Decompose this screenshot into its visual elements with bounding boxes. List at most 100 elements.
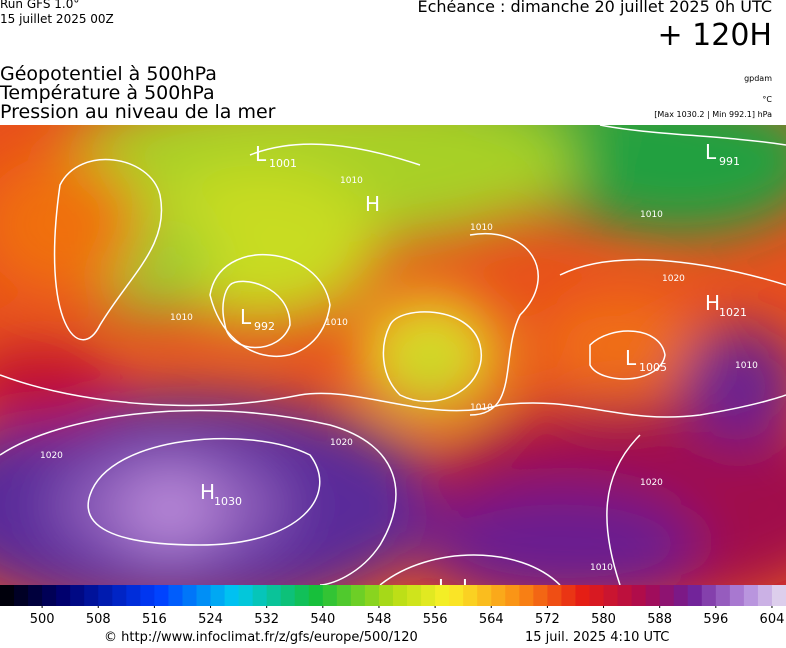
isobar-label: 1020 [330,438,353,448]
color-swatch [575,585,590,606]
color-swatch [463,585,478,606]
unit: gpdam [744,74,772,83]
color-swatch [771,585,786,606]
color-swatch [84,585,99,606]
isobar-label: 1020 [40,451,63,461]
colorbar-label: 540 [310,612,335,625]
field: L1001HL992L1005L991H1021H1030L1004L10101… [0,125,786,585]
center-letter: H [200,480,215,504]
color-swatch [266,585,282,606]
colorbar-label: 588 [647,612,672,625]
color-swatch [210,585,226,606]
center-letter: H [705,291,720,315]
center-value: 991 [719,155,740,168]
isobars [0,125,786,585]
color-swatch [729,585,745,606]
colorbar: 500 508 516 524 532 540 548 556 564 572 580 588 596 6… [0,585,786,625]
source: © http://www.infoclimat.fr/z/gfs/europe/… [104,630,418,645]
color-swatch [168,585,183,606]
color-swatch [701,585,717,606]
color-swatch [407,585,422,606]
generated: 15 juil. 2025 4:10 UTC [525,630,670,645]
unit: °C [762,95,772,104]
center-letter: L [705,140,717,164]
color-swatch [336,585,352,606]
layer: Pression au niveau de la mer [0,101,276,123]
color-swatch [505,585,520,606]
center-letter: L [438,575,450,585]
center-letter: L [625,346,637,370]
color-swatch [252,585,268,606]
color-swatch [687,585,703,606]
isobar-label: 1020 [640,478,663,488]
colorbar-label: 516 [142,612,167,625]
color-swatch [294,585,310,606]
color-swatch [519,585,534,606]
colorbar-label: 596 [703,612,728,625]
center-letter: L [462,575,474,585]
isobar-label: 1010 [470,223,493,233]
color-swatch [743,585,759,606]
pressure-center: L 991 [705,140,740,168]
colorbar-label: 508 [86,612,111,625]
center-letter: H [365,192,380,216]
color-swatch [757,585,773,606]
color-swatch [561,585,576,606]
color-swatch [238,585,254,606]
colorbar-label: 548 [367,612,392,625]
layer: Géopotentiel à 500hPa [0,63,217,85]
color-swatch [477,585,492,606]
color-swatch [631,585,647,606]
color-swatch [673,585,689,606]
colorbar-label: 604 [760,612,785,625]
color-swatch [364,585,380,606]
color-swatch [182,585,197,606]
center-value: 992 [254,320,275,333]
map: L1001HL992L1005L991H1021H1030L1004L10101… [0,125,786,585]
isobar-label: 1010 [170,313,193,323]
colorbar-label: 572 [535,612,560,625]
isobar-label: 1010 [640,210,663,220]
color-swatch [308,585,324,606]
color-swatch [659,585,675,606]
pressure-center: L 1005 [625,346,667,374]
isobar-label: 1020 [662,274,685,284]
color-swatch [617,585,633,606]
pressure-center: L 992 [240,305,275,333]
valid-time: Echéance : dimanche 20 juillet 2025 0h U… [417,0,772,16]
isobar-label: 1010 [735,361,758,371]
colorbar-label: 556 [423,612,448,625]
color-swatch [378,585,394,606]
colorbar-label: 564 [479,612,504,625]
layer: Température à 500hPa [0,82,215,104]
color-swatch [140,585,155,606]
color-swatch [435,585,450,606]
pressure-center: L 1001 [255,142,297,170]
color-swatch [589,585,605,606]
colorbar-label: 524 [198,612,223,625]
colorbar-label: 580 [591,612,616,625]
color-swatch [393,585,408,606]
lead-time: + 120H [657,18,773,53]
color-swatch [645,585,661,606]
color-swatch [547,585,562,606]
color-swatch [715,585,731,606]
pressure-center: L1004 [462,575,474,585]
isobar-label: 1010 [470,403,493,413]
color-swatch [491,585,506,606]
center-letter: L [240,305,252,329]
colorbar-label: 532 [254,612,279,625]
unit: [Max 1030.2 | Min 992.1] hPa [654,110,772,119]
colorbar-label: 500 [30,612,55,625]
color-swatch [0,585,15,606]
center-value: 1021 [719,306,747,319]
center-value: 1005 [639,361,667,374]
color-swatch [154,585,169,606]
color-swatch [533,585,548,606]
color-swatch [449,585,464,606]
color-swatch [421,585,436,606]
isobar-label: 1010 [340,176,363,186]
color-swatch [196,585,212,606]
